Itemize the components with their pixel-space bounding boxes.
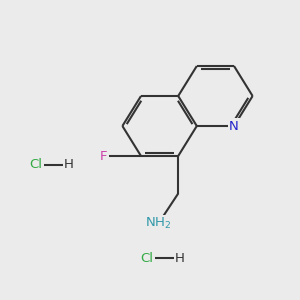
Text: H: H [175,251,185,265]
Text: Cl: Cl [29,158,43,172]
Text: NH$_2$: NH$_2$ [145,216,172,231]
Text: F: F [100,149,108,163]
Text: Cl: Cl [140,251,154,265]
Text: H: H [64,158,74,172]
Text: N: N [229,119,239,133]
